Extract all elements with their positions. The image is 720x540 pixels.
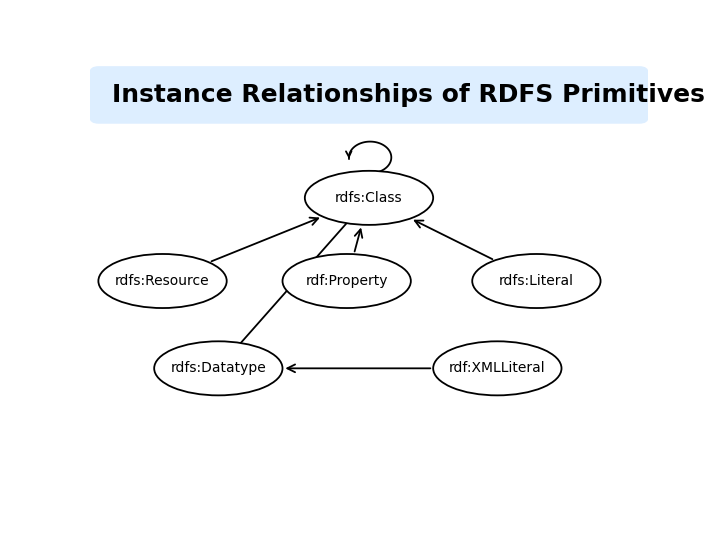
Text: rdfs:Literal: rdfs:Literal	[499, 274, 574, 288]
Ellipse shape	[99, 254, 227, 308]
Text: rdf:XMLLiteral: rdf:XMLLiteral	[449, 361, 546, 375]
Text: rdf:Property: rdf:Property	[305, 274, 388, 288]
Text: rdfs:Class: rdfs:Class	[336, 191, 402, 205]
Ellipse shape	[154, 341, 282, 395]
Ellipse shape	[282, 254, 411, 308]
FancyBboxPatch shape	[90, 67, 648, 123]
Ellipse shape	[433, 341, 562, 395]
Ellipse shape	[472, 254, 600, 308]
Ellipse shape	[305, 171, 433, 225]
Text: rdfs:Datatype: rdfs:Datatype	[171, 361, 266, 375]
Text: rdfs:Resource: rdfs:Resource	[115, 274, 210, 288]
Text: Instance Relationships of RDFS Primitives: Instance Relationships of RDFS Primitive…	[112, 83, 705, 107]
